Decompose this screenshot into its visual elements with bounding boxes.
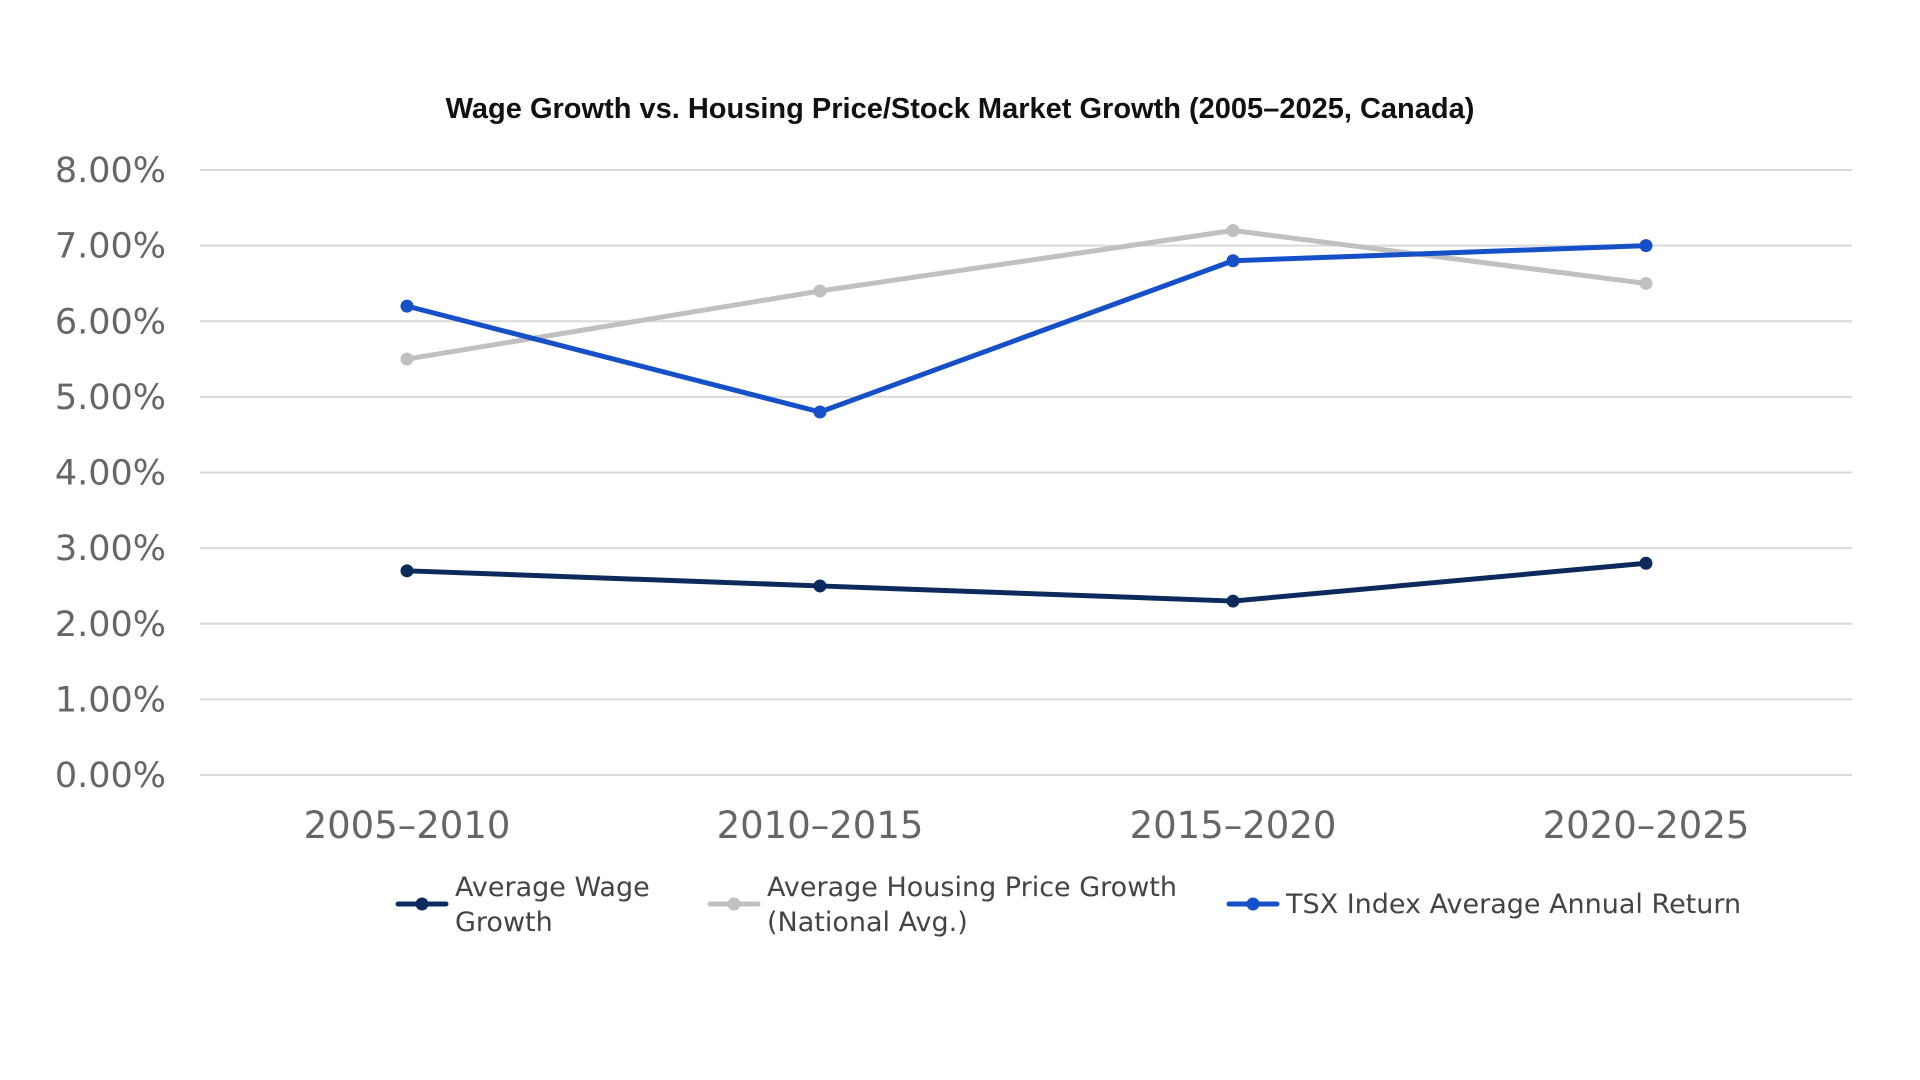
x-tick-label: 2015–2020 [1130,804,1337,847]
data-point [1226,254,1240,268]
legend-label: Average Housing Price Growth [767,872,1177,903]
legend-item-1: Average Wage Growth [395,872,650,938]
legend-label: TSX Index Average Annual Return [1285,889,1741,920]
x-tick-label: 2020–2025 [1543,804,1750,847]
series-line [404,228,1649,362]
y-axis-ticks: 0.00% 1.00% 2.00% 3.00% 4.00% 5.00% 6.00% 7.00%… [55,151,166,796]
chart-title: Wage Growth vs. Housing Price/Stock Mark… [446,93,1475,125]
series-2 [400,224,1653,366]
series-1 [400,556,1653,608]
y-tick-label: 8.00% [55,151,166,191]
x-axis-ticks: 2005–2010 2010–2015 2015–2020 2020–2025 [304,804,1750,847]
series-line [404,243,1649,415]
legend-dot-marker [415,897,429,911]
legend-dot-marker [1246,897,1260,911]
data-point [1639,239,1653,253]
legend: Average Wage Growth Average Housing Price … [395,872,1741,938]
series-3 [400,239,1653,419]
data-point [813,579,827,593]
legend-item-2: Average Housing Price Growth (National Av… [707,872,1177,938]
y-tick-label: 1.00% [55,680,166,720]
series-lines [400,224,1653,608]
data-point [813,405,827,419]
legend-item-3: TSX Index Average Annual Return [1226,889,1741,920]
x-tick-label: 2005–2010 [304,804,511,847]
legend-dot-marker [727,897,741,911]
y-tick-label: 7.00% [55,227,166,267]
y-tick-label: 5.00% [55,378,166,418]
y-tick-label: 6.00% [55,302,166,342]
legend-label: Growth [455,907,553,938]
data-point [1639,276,1653,290]
y-tick-label: 0.00% [55,756,166,796]
x-tick-label: 2010–2015 [717,804,924,847]
data-point [1226,224,1240,237]
series-line [404,560,1649,604]
data-point [813,284,827,298]
legend-label: (National Avg.) [767,907,968,938]
legend-label: Average Wage [455,872,650,903]
data-point [400,299,414,313]
y-tick-label: 2.00% [55,605,166,645]
y-tick-label: 4.00% [55,454,166,494]
data-point [1226,594,1240,608]
data-point [1639,556,1653,570]
y-tick-label: 3.00% [55,529,166,569]
data-point [400,352,414,366]
data-point [400,564,414,578]
